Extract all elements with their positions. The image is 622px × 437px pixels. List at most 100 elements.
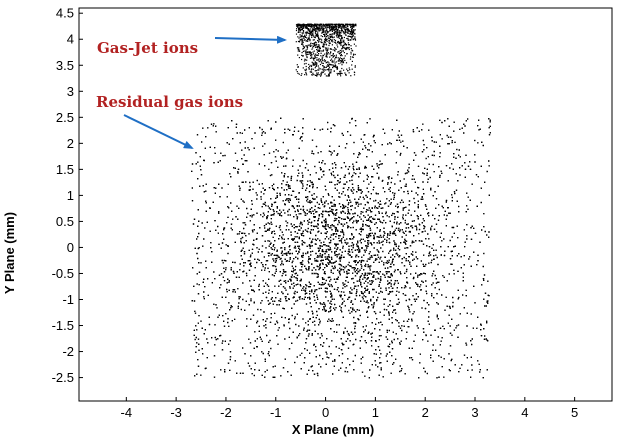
scatter-point: [300, 36, 302, 38]
scatter-point: [312, 39, 314, 41]
scatter-point: [347, 38, 349, 40]
scatter-point: [339, 25, 341, 27]
scatter-point: [322, 50, 324, 52]
scatter-point: [348, 29, 350, 31]
scatter-point: [340, 70, 342, 72]
scatter-point: [341, 27, 343, 29]
scatter-point: [339, 42, 341, 44]
scatter-point: [327, 53, 329, 55]
scatter-point: [301, 38, 303, 40]
scatter-point: [297, 66, 299, 68]
scatter-point: [328, 27, 331, 29]
scatter-point: [326, 69, 328, 71]
scatter-point: [329, 30, 331, 32]
scatter-point: [314, 54, 316, 56]
scatter-point: [321, 32, 323, 34]
scatter-point: [314, 63, 316, 65]
scatter-point: [343, 47, 345, 49]
scatter-point: [324, 39, 326, 41]
scatter-point: [317, 23, 319, 25]
scatter-point: [325, 55, 327, 57]
scatter-point: [316, 35, 318, 37]
scatter-point: [316, 54, 319, 56]
scatter-point: [334, 65, 336, 68]
scatter-point: [347, 70, 349, 72]
scatter-point: [333, 39, 335, 41]
scatter-point: [352, 35, 354, 37]
scatter-point: [331, 29, 334, 31]
scatter-point: [310, 65, 313, 68]
scatter-point: [302, 26, 304, 28]
scatter-point: [319, 63, 322, 66]
scatter-point: [348, 72, 350, 74]
scatter-point: [322, 30, 325, 32]
scatter-point: [322, 62, 324, 64]
scatter-point: [322, 65, 324, 67]
scatter-point: [350, 45, 352, 47]
scatter-point: [312, 29, 314, 31]
scatter-point: [336, 67, 339, 69]
scatter-point: [310, 34, 312, 36]
scatter-point: [302, 32, 305, 34]
scatter-point: [342, 25, 344, 27]
scatter-point: [331, 39, 333, 41]
scatter-point: [330, 33, 332, 35]
scatter-point: [345, 48, 347, 50]
scatter-point: [298, 41, 301, 43]
scatter-point: [323, 70, 325, 72]
scatter-point: [341, 55, 343, 57]
scatter-point: [334, 27, 336, 29]
scatter-point: [327, 61, 329, 63]
scatter-point: [339, 24, 341, 27]
scatter-point: [328, 44, 330, 47]
scatter-point: [318, 61, 320, 63]
scatter-point: [317, 73, 319, 75]
scatter-point: [331, 44, 333, 46]
scatter-point: [340, 72, 342, 74]
scatter-point: [325, 49, 327, 51]
scatter-point: [317, 28, 319, 30]
scatter-point: [352, 56, 354, 58]
scatter-point: [306, 28, 309, 30]
scatter-point: [323, 67, 325, 69]
scatter-point: [334, 62, 336, 64]
scatter-point: [341, 37, 343, 39]
scatter-point: [309, 45, 311, 47]
scatter-point: [343, 52, 345, 54]
scatter-point: [335, 61, 337, 63]
scatter-point: [298, 49, 300, 51]
scatter-point: [320, 52, 322, 54]
scatter-point: [345, 28, 347, 30]
scatter-point: [314, 31, 316, 33]
scatter-point: [314, 61, 316, 63]
scatter-point: [305, 45, 307, 47]
scatter-point: [295, 29, 298, 32]
scatter-point: [323, 33, 325, 35]
scatter-point: [320, 29, 322, 31]
scatter-point: [333, 32, 335, 34]
scatter-point: [316, 51, 318, 53]
scatter-point: [323, 29, 325, 31]
scatter-point: [314, 28, 316, 30]
scatter-point: [331, 39, 333, 41]
scatter-point: [330, 48, 332, 50]
scatter-point: [324, 34, 326, 36]
scatter-point: [329, 29, 331, 31]
scatter-point: [313, 39, 315, 41]
scatter-point: [350, 33, 353, 35]
scatter-point: [339, 73, 341, 75]
scatter-point: [305, 49, 307, 51]
scatter-point: [311, 56, 313, 58]
scatter-point: [331, 29, 333, 31]
scatter-point: [305, 65, 307, 68]
scatter-point: [342, 60, 344, 62]
scatter-point: [351, 30, 353, 33]
scatter-point: [331, 40, 333, 42]
scatter-point: [352, 32, 354, 34]
scatter-point: [317, 50, 319, 52]
scatter-point: [304, 74, 306, 76]
scatter-point: [300, 35, 302, 37]
scatter-point: [354, 36, 356, 38]
scatter-point: [338, 63, 340, 65]
scatter-point: [317, 36, 320, 38]
